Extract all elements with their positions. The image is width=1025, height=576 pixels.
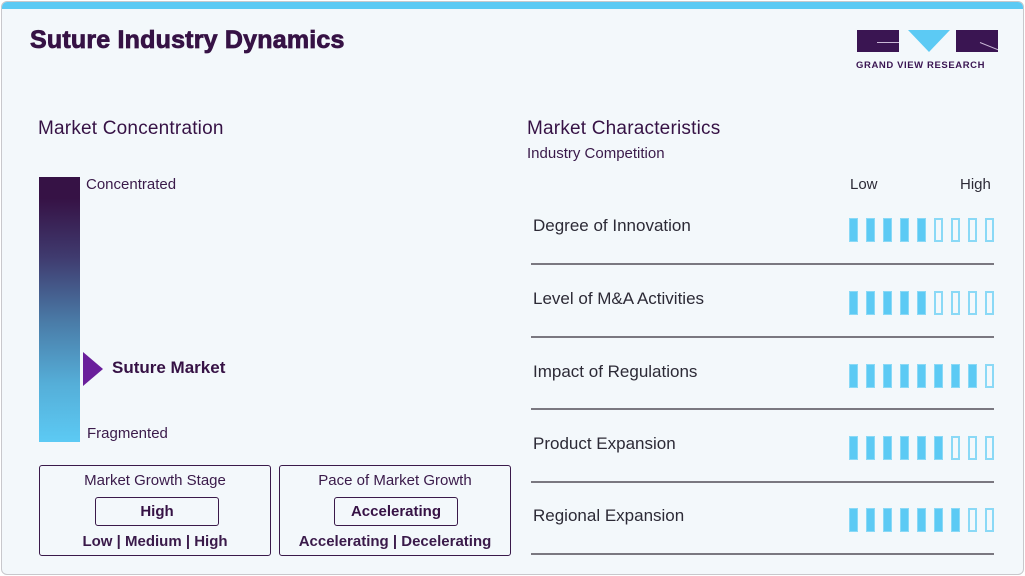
rating-pip-filled-icon: [866, 364, 875, 388]
rating-pip-filled-icon: [900, 291, 909, 315]
rating-meter: [849, 436, 994, 460]
rating-pip-filled-icon: [849, 291, 858, 315]
market-characteristics-subtitle: Industry Competition: [527, 145, 665, 162]
characteristic-row: Regional Expansion: [531, 506, 994, 574]
logo-text: GRAND VIEW RESEARCH: [856, 60, 986, 71]
accent-top-bar: [2, 2, 1023, 9]
rating-pip-empty-icon: [951, 218, 960, 242]
pace-of-market-growth-value: Accelerating: [334, 497, 458, 526]
rating-pip-filled-icon: [883, 436, 892, 460]
rating-pip-empty-icon: [985, 364, 994, 388]
rating-pip-empty-icon: [951, 436, 960, 460]
market-position-label: Suture Market: [112, 358, 226, 377]
characteristic-label: Impact of Regulations: [533, 362, 698, 381]
rating-pip-filled-icon: [951, 364, 960, 388]
rating-pip-filled-icon: [900, 218, 909, 242]
market-growth-stage-options: Low | Medium | High: [82, 533, 228, 550]
rating-pip-filled-icon: [917, 364, 926, 388]
rating-pip-filled-icon: [917, 291, 926, 315]
rating-pip-filled-icon: [883, 508, 892, 532]
rating-pip-filled-icon: [934, 436, 943, 460]
rating-pip-filled-icon: [883, 364, 892, 388]
logo-r-block-icon: [956, 30, 998, 52]
rating-pip-filled-icon: [866, 291, 875, 315]
characteristic-label: Degree of Innovation: [533, 216, 691, 235]
pace-of-market-growth-label: Pace of Market Growth: [318, 472, 472, 489]
fragmented-label: Fragmented: [87, 425, 168, 442]
characteristic-label: Regional Expansion: [533, 506, 685, 525]
scale-low-label: Low: [850, 176, 878, 193]
rating-pip-filled-icon: [900, 508, 909, 532]
rating-pip-filled-icon: [866, 436, 875, 460]
rating-pip-empty-icon: [968, 508, 977, 532]
rating-pip-empty-icon: [968, 291, 977, 315]
market-position-marker-icon: [83, 352, 103, 386]
rating-pip-filled-icon: [917, 218, 926, 242]
pace-of-market-growth-options: Accelerating | Decelerating: [298, 533, 492, 550]
rating-pip-empty-icon: [985, 218, 994, 242]
rating-pip-filled-icon: [883, 218, 892, 242]
rating-pip-filled-icon: [883, 291, 892, 315]
grand-view-research-logo: GRAND VIEW RESEARCH: [856, 30, 1000, 72]
characteristic-row: Product Expansion: [531, 434, 994, 506]
rating-meter: [849, 508, 994, 532]
rating-meter: [849, 218, 994, 242]
rating-pip-empty-icon: [985, 508, 994, 532]
market-concentration-title: Market Concentration: [38, 118, 224, 139]
characteristic-row: Level of M&A Activities: [531, 289, 994, 361]
rating-pip-filled-icon: [866, 508, 875, 532]
rating-pip-filled-icon: [934, 364, 943, 388]
characteristic-label: Level of M&A Activities: [533, 289, 705, 308]
pace-of-market-growth-box: Pace of Market Growth Accelerating Accel…: [279, 465, 511, 556]
characteristic-row: Impact of Regulations: [531, 362, 994, 434]
rating-pip-filled-icon: [934, 508, 943, 532]
row-divider: [531, 336, 994, 338]
rating-pip-empty-icon: [968, 218, 977, 242]
rating-pip-filled-icon: [849, 364, 858, 388]
logo-v-triangle-icon: [908, 30, 950, 52]
logo-g-block-icon: [857, 30, 899, 52]
page-title: Suture Industry Dynamics: [30, 26, 345, 55]
rating-pip-filled-icon: [849, 508, 858, 532]
row-divider: [531, 481, 994, 483]
rating-pip-filled-icon: [917, 436, 926, 460]
rating-pip-filled-icon: [951, 508, 960, 532]
scale-high-label: High: [960, 176, 991, 193]
characteristic-label: Product Expansion: [533, 434, 676, 453]
rating-pip-empty-icon: [934, 218, 943, 242]
rating-pip-filled-icon: [900, 364, 909, 388]
concentrated-label: Concentrated: [86, 176, 177, 193]
market-growth-stage-box: Market Growth Stage High Low | Medium | …: [39, 465, 271, 556]
rating-pip-filled-icon: [849, 218, 858, 242]
market-characteristics-title: Market Characteristics: [527, 118, 721, 139]
concentration-gradient-bar: [39, 177, 80, 442]
market-growth-stage-label: Market Growth Stage: [84, 472, 226, 489]
row-divider: [531, 408, 994, 410]
rating-pip-empty-icon: [951, 291, 960, 315]
market-growth-stage-value: High: [95, 497, 219, 526]
rating-pip-filled-icon: [866, 218, 875, 242]
rating-pip-empty-icon: [968, 436, 977, 460]
rating-pip-filled-icon: [968, 364, 977, 388]
rating-pip-filled-icon: [849, 436, 858, 460]
rating-pip-empty-icon: [985, 436, 994, 460]
rating-meter: [849, 364, 994, 388]
row-divider: [531, 263, 994, 265]
rating-pip-filled-icon: [917, 508, 926, 532]
rating-pip-empty-icon: [985, 291, 994, 315]
rating-meter: [849, 291, 994, 315]
rating-pip-filled-icon: [900, 436, 909, 460]
characteristic-row: Degree of Innovation: [531, 216, 994, 288]
rating-pip-empty-icon: [934, 291, 943, 315]
row-divider: [531, 553, 994, 555]
